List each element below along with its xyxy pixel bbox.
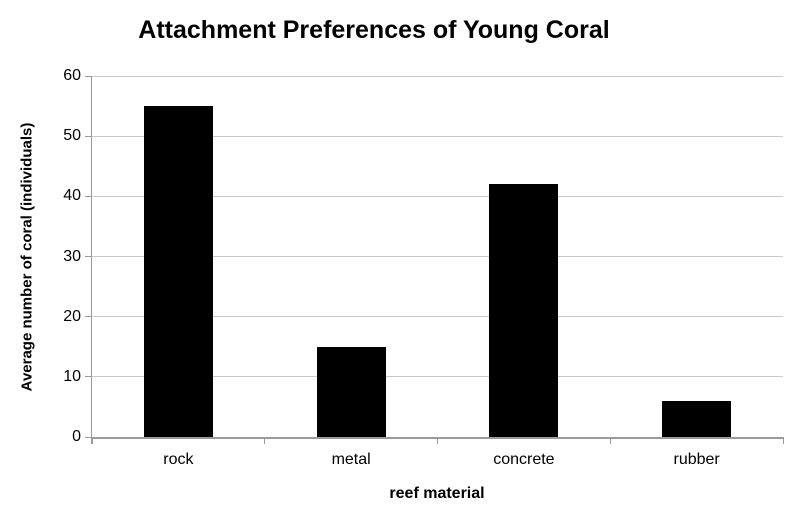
gridline-30 bbox=[92, 256, 783, 257]
bar-metal bbox=[316, 346, 386, 437]
y-tick-label-60: 60 bbox=[63, 67, 81, 84]
x-axis-title: reef material bbox=[389, 485, 485, 502]
gridline-10 bbox=[92, 376, 783, 378]
y-tick-label-30: 30 bbox=[63, 247, 81, 265]
gridline-60 bbox=[92, 75, 783, 77]
x-tick-label-concrete: concrete bbox=[493, 451, 555, 468]
x-tick-4 bbox=[782, 437, 784, 444]
y-tick-40 bbox=[85, 195, 92, 197]
y-tick-label-50: 50 bbox=[63, 127, 81, 145]
y-tick-60 bbox=[85, 75, 92, 77]
x-tick-label-metal: metal bbox=[331, 451, 371, 468]
y-tick-0 bbox=[85, 436, 92, 438]
y-tick-label-20: 20 bbox=[63, 307, 81, 325]
bar-concrete bbox=[489, 184, 559, 437]
x-tick-label-rock: rock bbox=[163, 451, 194, 468]
bar-rubber bbox=[662, 400, 732, 437]
y-tick-30 bbox=[85, 256, 92, 257]
y-axis-title: Average number of coral (individuals) bbox=[18, 122, 36, 392]
chart-title: Attachment Preferences of Young Coral bbox=[138, 16, 610, 44]
y-axis-line bbox=[90, 76, 92, 444]
x-tick-3 bbox=[609, 437, 611, 444]
gridline-40 bbox=[92, 195, 783, 197]
y-tick-10 bbox=[85, 376, 92, 378]
y-tick-label-10: 10 bbox=[63, 367, 81, 385]
x-tick-1 bbox=[264, 437, 266, 444]
x-tick-label-rubber: rubber bbox=[673, 451, 720, 468]
x-tick-2 bbox=[437, 437, 438, 444]
x-axis-line bbox=[90, 437, 783, 439]
y-tick-20 bbox=[85, 316, 92, 318]
bar-rock bbox=[143, 106, 213, 437]
gridline-20 bbox=[92, 316, 783, 318]
y-tick-label-0: 0 bbox=[72, 428, 81, 445]
y-tick-label-40: 40 bbox=[63, 187, 81, 205]
y-tick-50 bbox=[85, 135, 92, 137]
x-tick-0 bbox=[91, 437, 93, 444]
gridline-50 bbox=[92, 135, 783, 137]
